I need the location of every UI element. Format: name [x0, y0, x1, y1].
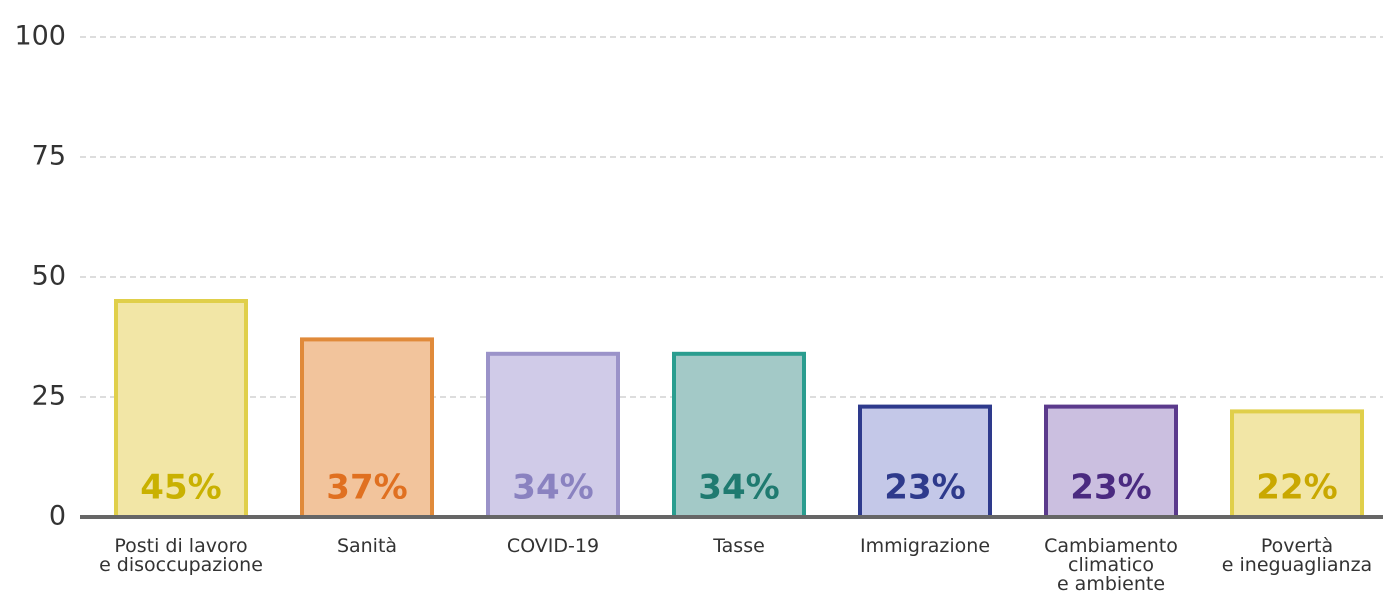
- x-tick-label: Tasse: [713, 535, 765, 557]
- bar: [1044, 404, 1178, 520]
- bar: [300, 337, 434, 519]
- x-tick-label: Immigrazione: [859, 535, 991, 557]
- value-label: 34%: [512, 468, 593, 508]
- y-tick-label: 100: [14, 21, 66, 52]
- bar: [114, 299, 248, 519]
- bar: [486, 351, 620, 519]
- y-tick-label: 75: [32, 141, 66, 172]
- x-tick-label: Cambiamento climatico e ambiente: [1044, 535, 1178, 595]
- value-label: 34%: [698, 468, 779, 508]
- x-tick-label: COVID-19: [506, 535, 600, 557]
- bar: [672, 351, 806, 519]
- x-tick-label: Sanità: [336, 535, 398, 557]
- x-tick-label: Posti di lavoro e disoccupazione: [99, 535, 263, 576]
- x-tick-label: Povertà e ineguaglianza: [1221, 535, 1373, 576]
- value-label: 22%: [1256, 468, 1337, 508]
- value-label: 23%: [884, 468, 965, 508]
- y-tick-label: 0: [49, 501, 66, 532]
- value-label: 45%: [140, 468, 221, 508]
- y-tick-label: 50: [32, 261, 66, 292]
- value-label: 37%: [326, 468, 407, 508]
- value-label: 23%: [1070, 468, 1151, 508]
- y-tick-label: 25: [32, 381, 66, 412]
